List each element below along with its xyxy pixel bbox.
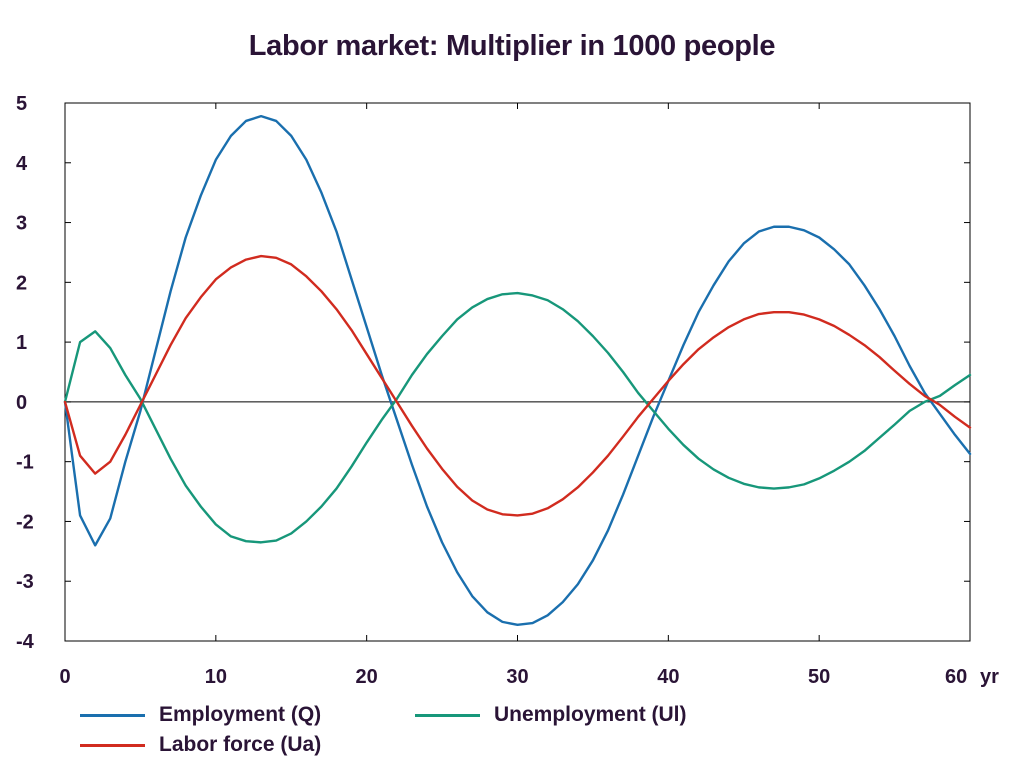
- axes-layer: [64, 102, 971, 642]
- y-tick-label: 2: [16, 272, 27, 294]
- x-unit-label: yr: [980, 666, 999, 688]
- y-tick-label: -3: [16, 571, 34, 593]
- chart-title: Labor market: Multiplier in 1000 people: [248, 30, 776, 62]
- x-tick-label: 60: [945, 666, 967, 688]
- y-tick-label: -4: [16, 631, 35, 653]
- series-line-2: [63, 254, 972, 517]
- plot-frame: [64, 102, 971, 642]
- legend-swatch-labor-force: [80, 743, 145, 747]
- legend-swatch-employment: [80, 713, 145, 717]
- legend-swatch-unemployment: [415, 713, 480, 717]
- x-tick-label: 30: [506, 666, 528, 688]
- x-tick-label: 20: [356, 666, 378, 688]
- y-tick-label: 0: [16, 392, 27, 414]
- x-tick-label: 50: [808, 666, 830, 688]
- y-tick-label: 1: [16, 332, 27, 354]
- legend-item-labor-force: Labor force (Ua): [80, 733, 321, 757]
- legend-item-unemployment: Unemployment (Ul): [415, 703, 687, 727]
- legend-label-employment: Employment (Q): [159, 703, 322, 726]
- x-tick-label: 40: [657, 666, 679, 688]
- y-tick-label: 5: [16, 93, 27, 115]
- series-layer: [63, 114, 972, 627]
- legend-label-unemployment: Unemployment (Ul): [494, 703, 687, 726]
- x-tick-label: 10: [205, 666, 227, 688]
- y-tick-label: -1: [16, 452, 34, 474]
- x-tick-label: 0: [59, 666, 70, 688]
- chart-legend: Employment (Q) Unemployment (Ul) Labor f…: [80, 700, 980, 770]
- series-line-0: [63, 114, 972, 627]
- y-tick-label: 4: [16, 153, 28, 175]
- legend-label-labor-force: Labor force (Ua): [159, 733, 322, 756]
- series-line-1: [63, 291, 972, 544]
- y-tick-label: 3: [16, 213, 27, 235]
- legend-item-employment: Employment (Q): [80, 703, 321, 727]
- y-tick-label: -2: [16, 511, 34, 533]
